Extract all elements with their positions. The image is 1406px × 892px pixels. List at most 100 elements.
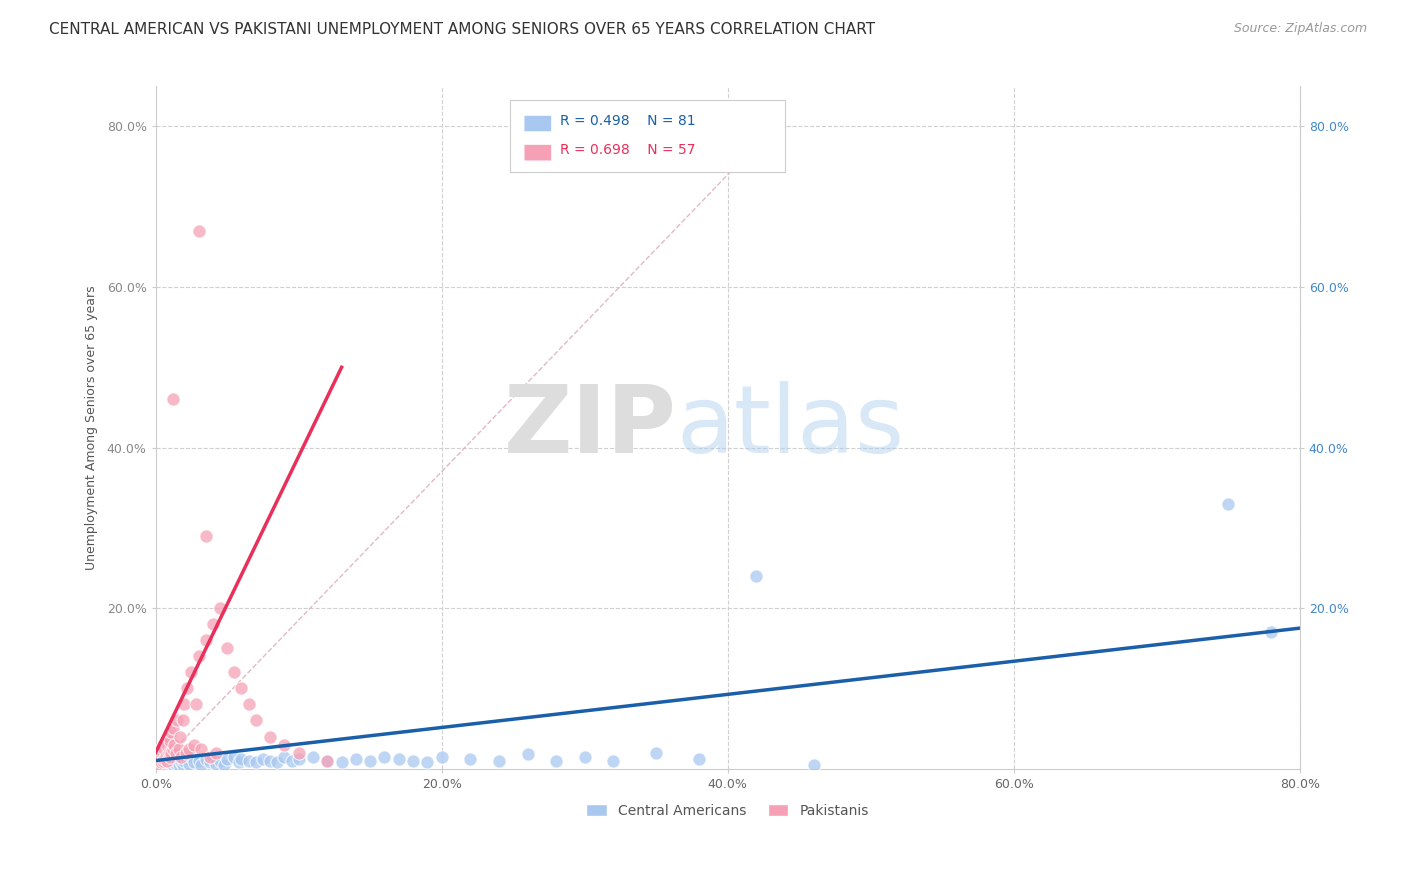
Point bbox=[194, 752, 217, 766]
FancyBboxPatch shape bbox=[510, 100, 785, 171]
Point bbox=[198, 749, 221, 764]
Point bbox=[172, 758, 194, 772]
Point bbox=[238, 754, 260, 768]
Point bbox=[152, 759, 174, 773]
Point bbox=[187, 649, 209, 664]
Point bbox=[546, 754, 568, 768]
Point bbox=[344, 752, 367, 766]
Point bbox=[153, 757, 176, 772]
Point bbox=[166, 714, 188, 728]
Point bbox=[252, 752, 274, 766]
Point bbox=[150, 752, 173, 766]
Point bbox=[201, 617, 224, 632]
Point bbox=[187, 754, 209, 768]
Point bbox=[231, 681, 253, 696]
Point bbox=[174, 746, 197, 760]
Point bbox=[159, 754, 181, 768]
Point bbox=[149, 756, 172, 771]
Text: CENTRAL AMERICAN VS PAKISTANI UNEMPLOYMENT AMONG SENIORS OVER 65 YEARS CORRELATI: CENTRAL AMERICAN VS PAKISTANI UNEMPLOYME… bbox=[49, 22, 876, 37]
Point bbox=[150, 741, 173, 756]
Point bbox=[238, 698, 260, 712]
Point bbox=[177, 741, 200, 756]
Point bbox=[159, 749, 181, 764]
Point bbox=[602, 754, 624, 768]
Point bbox=[163, 738, 186, 752]
Point bbox=[165, 756, 187, 771]
Point bbox=[149, 752, 172, 766]
Point bbox=[170, 755, 193, 769]
Text: ZIP: ZIP bbox=[503, 382, 676, 474]
Point bbox=[150, 755, 173, 769]
Point bbox=[302, 749, 325, 764]
Point bbox=[198, 755, 221, 769]
Point bbox=[194, 529, 217, 543]
Point bbox=[160, 746, 183, 760]
Point bbox=[280, 754, 302, 768]
Text: R = 0.498    N = 81: R = 0.498 N = 81 bbox=[560, 114, 695, 128]
Point bbox=[159, 757, 181, 772]
Point bbox=[516, 747, 538, 761]
Point bbox=[204, 756, 226, 771]
Point bbox=[148, 749, 170, 764]
Point bbox=[153, 752, 176, 766]
Point bbox=[165, 746, 187, 760]
Point bbox=[574, 749, 596, 764]
Point bbox=[162, 752, 184, 766]
Point bbox=[359, 754, 381, 768]
Point bbox=[245, 755, 267, 769]
Text: Source: ZipAtlas.com: Source: ZipAtlas.com bbox=[1233, 22, 1367, 36]
Point bbox=[259, 754, 281, 768]
Point bbox=[150, 758, 173, 772]
Point bbox=[416, 755, 439, 769]
Point bbox=[163, 755, 186, 769]
Point bbox=[155, 749, 177, 764]
Point bbox=[157, 759, 180, 773]
Point bbox=[224, 749, 246, 764]
Point bbox=[156, 756, 179, 771]
Point bbox=[162, 758, 184, 772]
Point bbox=[148, 759, 170, 773]
Point bbox=[148, 755, 170, 769]
Point bbox=[180, 665, 202, 680]
Point bbox=[266, 755, 288, 769]
Point bbox=[153, 754, 176, 768]
Point bbox=[152, 754, 174, 768]
Point bbox=[430, 749, 453, 764]
Point bbox=[458, 752, 481, 766]
Text: atlas: atlas bbox=[676, 382, 904, 474]
Point bbox=[259, 730, 281, 744]
FancyBboxPatch shape bbox=[524, 145, 551, 161]
Point bbox=[208, 754, 231, 768]
Point bbox=[152, 747, 174, 761]
Point bbox=[159, 749, 181, 764]
Text: R = 0.698    N = 57: R = 0.698 N = 57 bbox=[560, 143, 695, 157]
Point bbox=[176, 752, 198, 766]
Point bbox=[217, 641, 239, 656]
Point bbox=[167, 741, 190, 756]
Point bbox=[173, 754, 195, 768]
Point bbox=[149, 746, 172, 760]
Point bbox=[146, 757, 169, 772]
Point bbox=[170, 749, 193, 764]
Point bbox=[162, 392, 184, 407]
Point bbox=[157, 755, 180, 769]
Point bbox=[224, 665, 246, 680]
Point bbox=[166, 754, 188, 768]
Point bbox=[208, 601, 231, 615]
Point bbox=[194, 633, 217, 648]
Point bbox=[155, 755, 177, 769]
Point bbox=[1218, 497, 1240, 511]
Point bbox=[166, 749, 188, 764]
Point bbox=[172, 714, 194, 728]
Point bbox=[160, 725, 183, 739]
FancyBboxPatch shape bbox=[524, 115, 551, 132]
Point bbox=[287, 752, 309, 766]
Point bbox=[204, 746, 226, 760]
Point bbox=[287, 746, 309, 760]
Point bbox=[228, 755, 250, 769]
Point bbox=[402, 754, 425, 768]
Point bbox=[167, 757, 190, 772]
Point bbox=[148, 755, 170, 769]
Point bbox=[184, 698, 207, 712]
Point bbox=[316, 754, 339, 768]
